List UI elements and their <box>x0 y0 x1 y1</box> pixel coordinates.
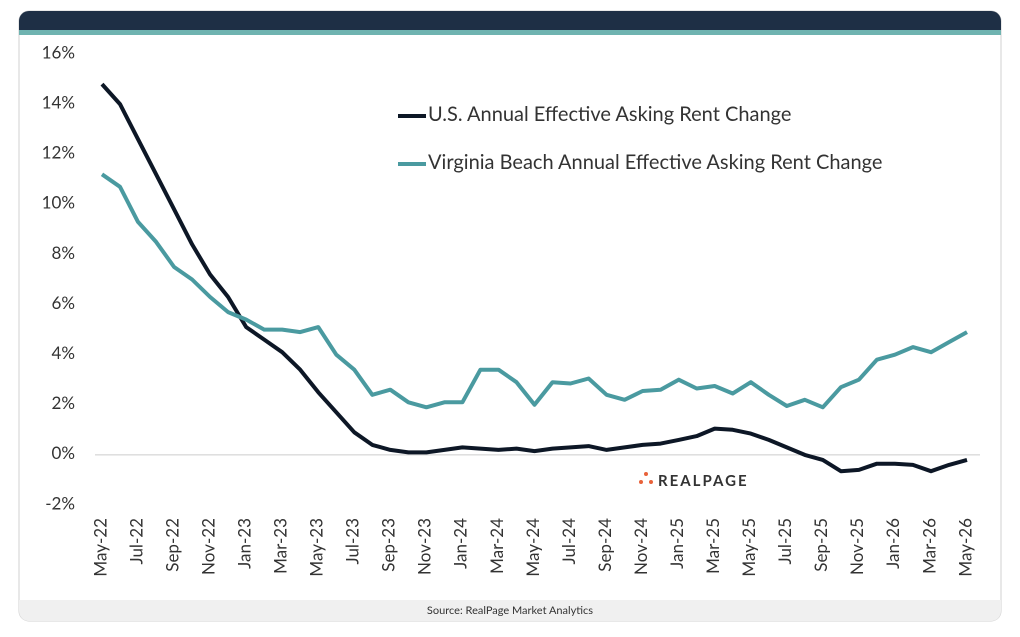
x-tick-label: Jan-24 <box>450 518 471 569</box>
y-tick-label: 8% <box>52 242 76 263</box>
x-tick-label: Jan-23 <box>233 518 254 569</box>
x-tick-label: Jan-26 <box>882 518 903 569</box>
logo-dot <box>639 480 643 484</box>
y-tick-label: 12% <box>42 142 75 163</box>
y-tick-label: 4% <box>52 342 76 363</box>
x-tick-label: Nov-22 <box>197 518 218 575</box>
x-tick-label: Mar-23 <box>270 518 291 574</box>
x-tick-label: Nov-25 <box>846 518 867 575</box>
x-tick-label: May-26 <box>954 518 975 577</box>
source: Source: RealPage Market Analytics <box>427 604 593 617</box>
x-tick-label: Jan-25 <box>666 518 687 569</box>
y-tick-label: 2% <box>52 392 76 413</box>
y-tick-label: 0% <box>52 442 76 463</box>
x-tick-label: Jul-25 <box>774 518 795 564</box>
x-tick-label: Nov-23 <box>414 518 435 575</box>
x-tick-label: May-24 <box>522 518 543 577</box>
x-tick-label: May-25 <box>738 518 759 577</box>
legend-label: Virginia Beach Annual Effective Asking R… <box>428 150 882 174</box>
x-tick-label: Nov-24 <box>630 518 651 575</box>
brand: REALPAGE <box>658 472 749 490</box>
x-tick-label: Jul-23 <box>342 518 363 564</box>
legend-label: U.S. Annual Effective Asking Rent Change <box>428 102 791 126</box>
x-tick-label: Sep-22 <box>161 518 182 572</box>
y-tick-label: 10% <box>42 192 75 213</box>
header-strip <box>19 30 1001 35</box>
x-tick-label: Jul-24 <box>558 518 579 565</box>
logo-dot <box>644 472 648 476</box>
y-tick-label: 6% <box>52 292 76 313</box>
y-tick-label: 16% <box>42 41 75 62</box>
logo-dot <box>649 480 653 484</box>
x-tick-label: May-22 <box>89 518 110 577</box>
footer-band <box>19 600 1001 621</box>
x-tick-label: Jul-22 <box>125 518 146 564</box>
series-line <box>100 172 968 410</box>
x-tick-label: Mar-24 <box>486 518 507 574</box>
y-tick-label: -2% <box>45 492 75 513</box>
x-tick-label: Sep-23 <box>378 518 399 572</box>
logo: REALPAGE <box>639 472 749 490</box>
header-bar <box>19 11 1001 35</box>
x-tick-label: Sep-25 <box>810 518 831 572</box>
x-tick-label: Mar-25 <box>702 518 723 574</box>
x-tick-label: May-23 <box>306 518 327 577</box>
x-tick-label: Mar-26 <box>918 518 939 574</box>
y-tick-label: 14% <box>42 91 75 112</box>
x-tick-label: Sep-24 <box>594 518 615 572</box>
series-line <box>100 82 968 474</box>
